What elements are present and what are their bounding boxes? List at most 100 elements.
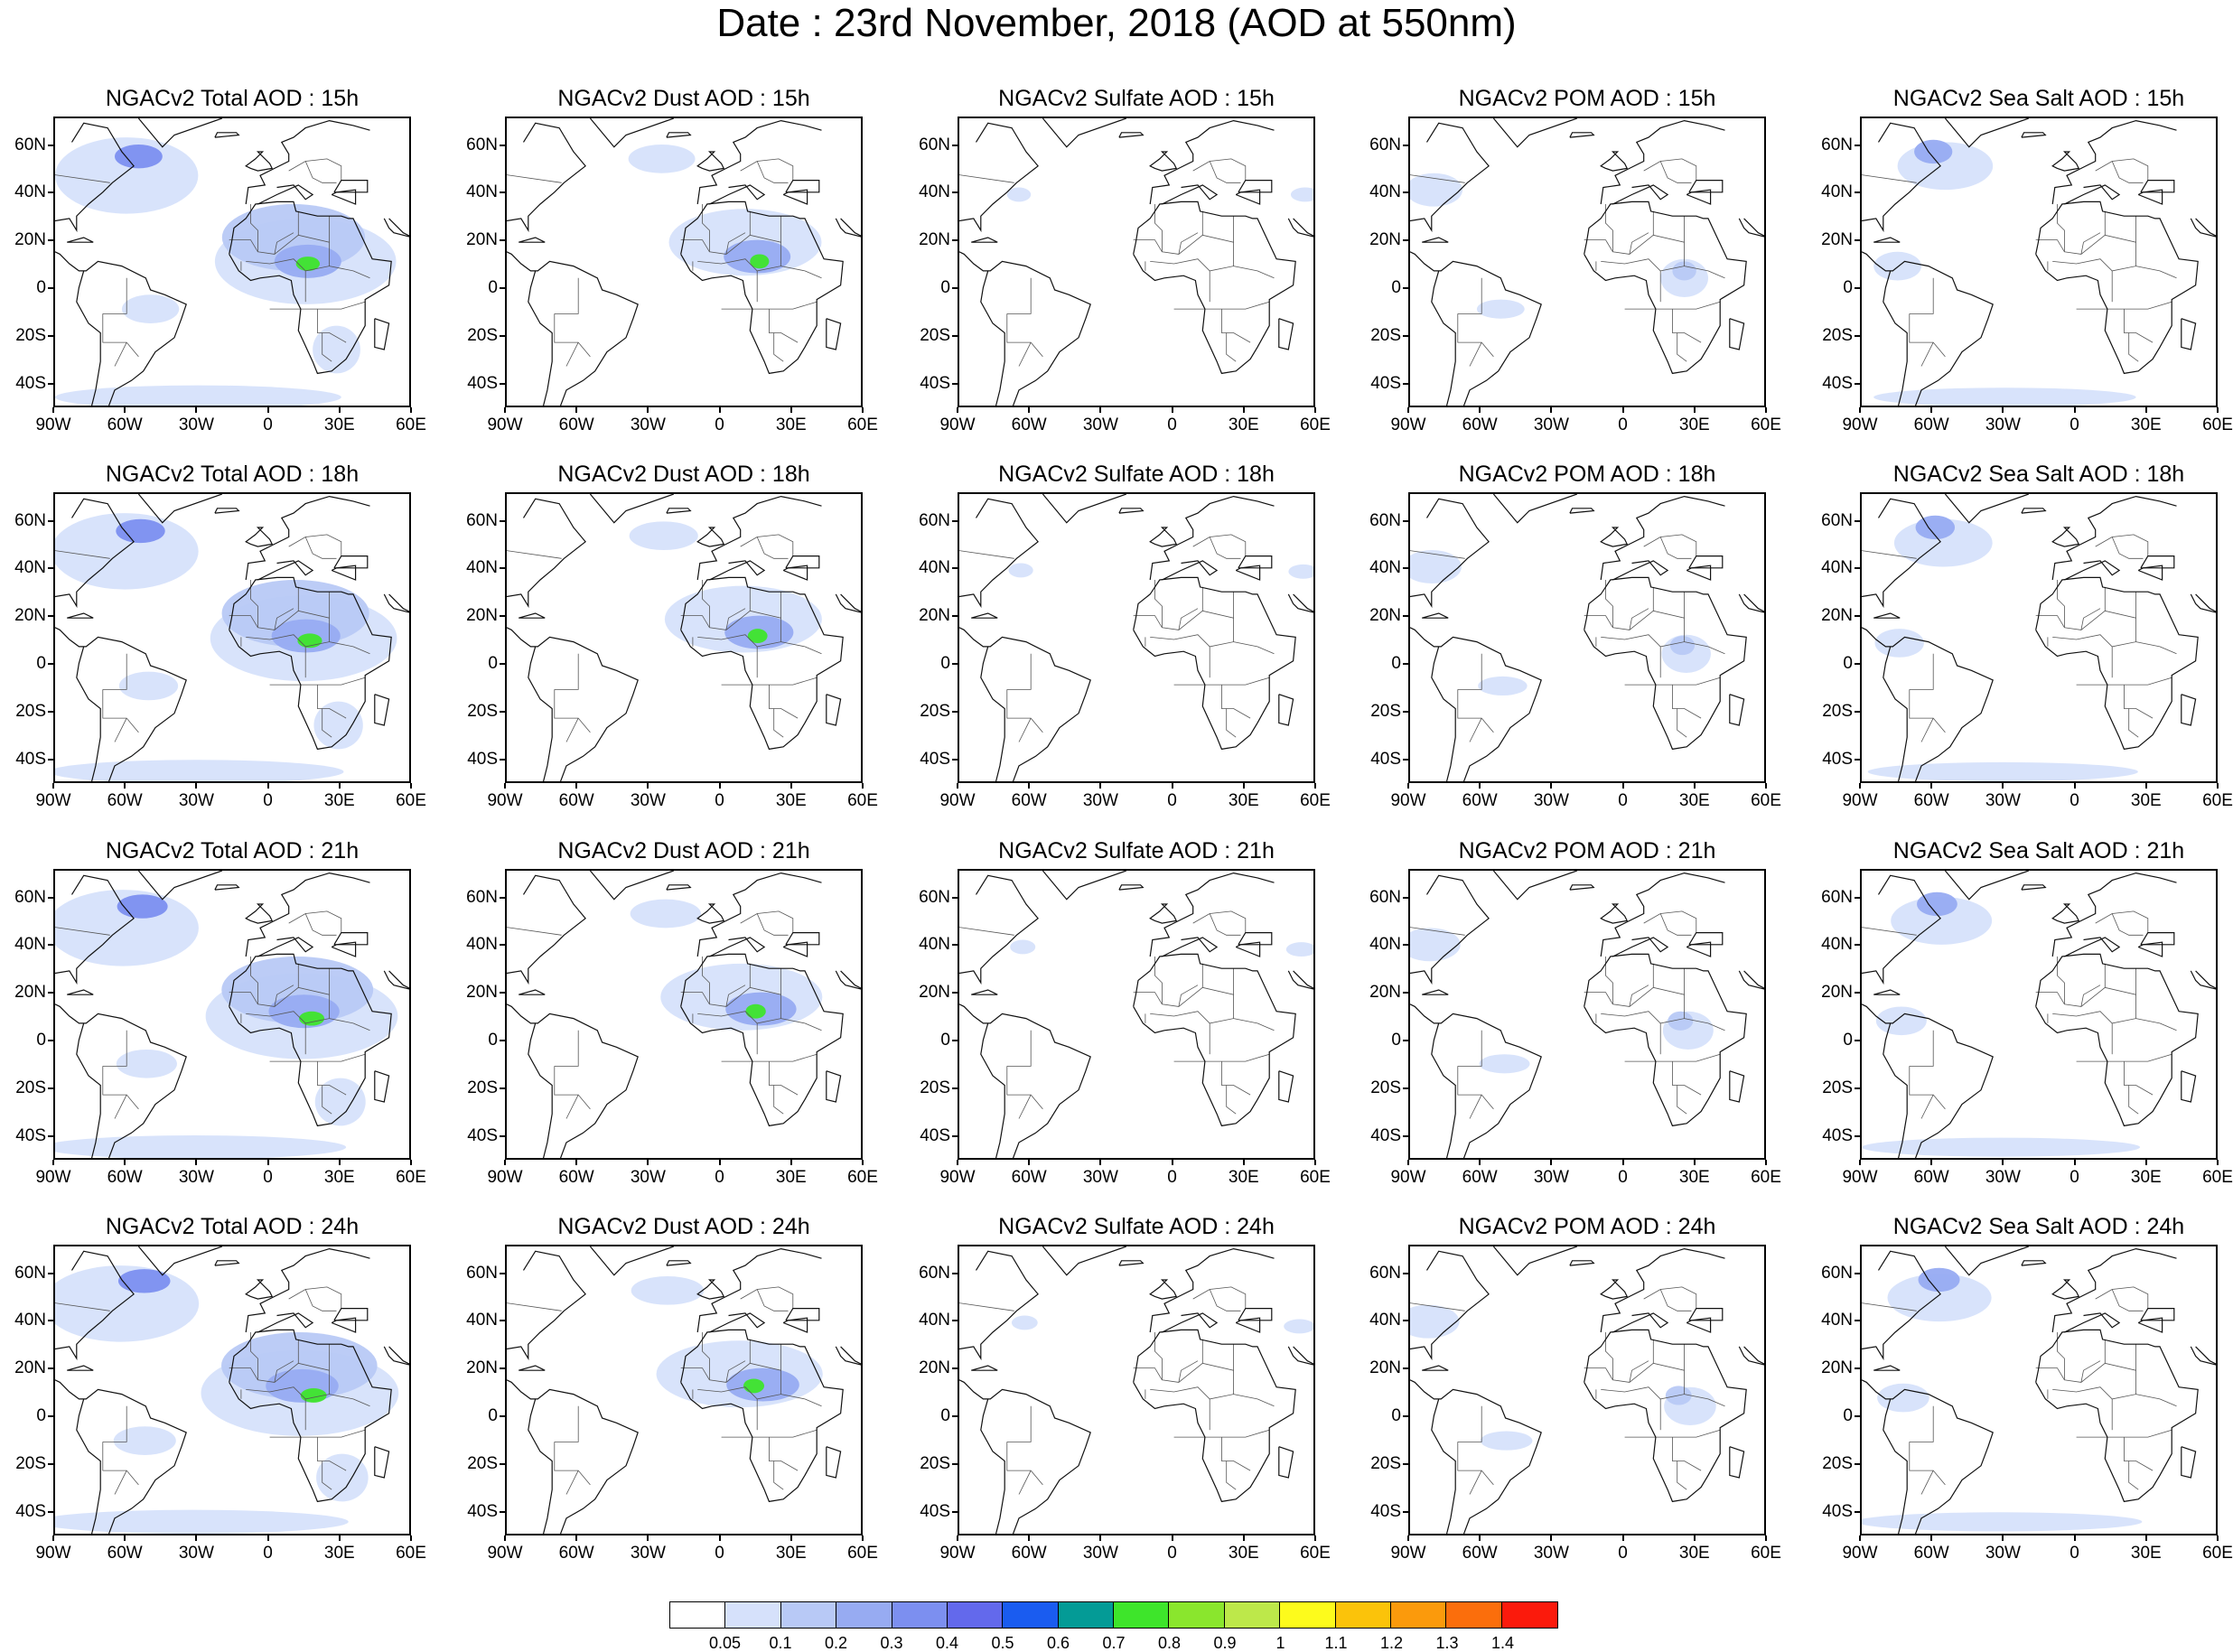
colorbar	[669, 1601, 1558, 1629]
coastline	[245, 903, 274, 924]
lon-tick-label: 30W	[1082, 415, 1118, 434]
country-border	[352, 1398, 370, 1407]
lon-tick	[718, 783, 721, 789]
country-border	[680, 234, 782, 272]
coastline	[2021, 132, 2047, 138]
country-border	[702, 204, 710, 252]
aod-blob	[1862, 1137, 2141, 1157]
lon-tick-label: 30W	[178, 415, 214, 434]
country-border	[565, 341, 579, 367]
coastline	[826, 318, 842, 350]
lat-tick	[48, 1462, 53, 1465]
coastline	[1738, 1346, 1764, 1366]
lat-tick	[500, 334, 505, 337]
country-border	[1226, 1461, 1237, 1490]
country-border	[1209, 913, 1241, 936]
country-border	[1410, 550, 1465, 559]
lat-tick	[1403, 1367, 1408, 1370]
colorbar-label: 0.4	[935, 1634, 959, 1652]
lat-tick	[500, 944, 505, 947]
lon-tick-label: 30E	[775, 1544, 807, 1563]
lat-tick	[1855, 1415, 1860, 1418]
aod-blob	[1008, 563, 1033, 578]
coastline	[1118, 884, 1145, 891]
lon-tick	[575, 1535, 578, 1541]
lon-tick	[957, 407, 958, 413]
lat-tick	[1403, 239, 1408, 242]
coastline	[374, 694, 390, 726]
lon-tick	[1314, 1535, 1316, 1541]
country-border	[114, 1094, 127, 1119]
country-border	[1457, 653, 1482, 690]
lat-tick-label: 60N	[1369, 510, 1401, 530]
colorbar-label: 0.8	[1157, 1634, 1182, 1652]
country-border	[2111, 913, 2144, 936]
lon-tick-label: 0	[263, 1168, 273, 1187]
country-border	[1707, 1022, 1725, 1031]
lat-tick	[48, 992, 53, 994]
lon-tick	[1765, 1535, 1767, 1541]
coastline	[1149, 495, 1275, 581]
coastline	[519, 989, 546, 995]
country-border	[1233, 641, 1258, 648]
coastline	[1873, 612, 1901, 619]
coastline	[2064, 560, 2121, 581]
country-border	[1909, 1405, 1934, 1442]
coastline	[826, 1446, 842, 1479]
lat-tick	[48, 567, 53, 570]
coastline	[55, 1379, 187, 1534]
map-svg	[1410, 494, 1764, 781]
coastline	[1862, 874, 1941, 985]
coastline	[1492, 118, 1577, 148]
coastline	[696, 872, 822, 957]
lon-tick-label: 30E	[1678, 415, 1710, 434]
country-border	[1209, 161, 1241, 183]
lon-tick	[1693, 1535, 1696, 1541]
aod-blob	[747, 629, 768, 643]
coastline	[1042, 871, 1126, 901]
panel-title: NGACv2 Dust AOD : 15h	[557, 86, 810, 111]
country-border	[102, 689, 139, 733]
lon-tick-label: 30E	[1228, 1544, 1259, 1563]
country-border	[2057, 957, 2065, 1004]
panel-title: NGACv2 POM AOD : 18h	[1458, 462, 1716, 487]
coastline	[383, 1346, 409, 1366]
map-panel-dust	[505, 492, 863, 783]
coastline	[589, 118, 674, 148]
country-border	[1605, 580, 1613, 628]
lat-tick-label: 40S	[467, 1125, 498, 1145]
country-border	[2128, 1461, 2139, 1490]
lon-tick-label: 90W	[1390, 1168, 1426, 1187]
country-border	[1629, 985, 1649, 1007]
lat-tick	[48, 519, 53, 522]
aod-blob	[299, 1011, 325, 1026]
country-border	[2123, 309, 2154, 343]
coastline	[55, 1003, 187, 1158]
coastline	[782, 189, 808, 205]
colorbar-swatch	[1446, 1602, 1502, 1628]
lat-tick	[500, 144, 505, 146]
lat-tick-label: 20S	[1822, 325, 1853, 345]
lat-tick-label: 20N	[919, 983, 950, 1003]
country-border	[2080, 985, 2101, 1007]
country-border	[1006, 1442, 1043, 1486]
colorbar-label: 1.1	[1324, 1634, 1348, 1652]
colorbar-swatch	[670, 1602, 726, 1628]
country-border	[2111, 161, 2144, 183]
coastline	[214, 132, 240, 138]
country-border	[322, 1461, 332, 1490]
lon-tick-label: 90W	[487, 1544, 523, 1563]
coastline	[55, 498, 135, 609]
coastline	[55, 874, 135, 985]
country-border	[1173, 677, 1270, 686]
country-border	[1173, 1053, 1270, 1062]
lat-tick	[952, 239, 958, 242]
lon-tick	[2144, 1160, 2147, 1165]
coastline	[2035, 953, 2199, 1127]
lon-tick-label: 60E	[1751, 1544, 1781, 1563]
lon-tick-label: 0	[715, 791, 724, 810]
country-border	[1671, 1437, 1702, 1471]
coastline	[333, 555, 369, 569]
aod-blob	[1668, 1011, 1694, 1031]
aod-blob	[750, 254, 770, 269]
